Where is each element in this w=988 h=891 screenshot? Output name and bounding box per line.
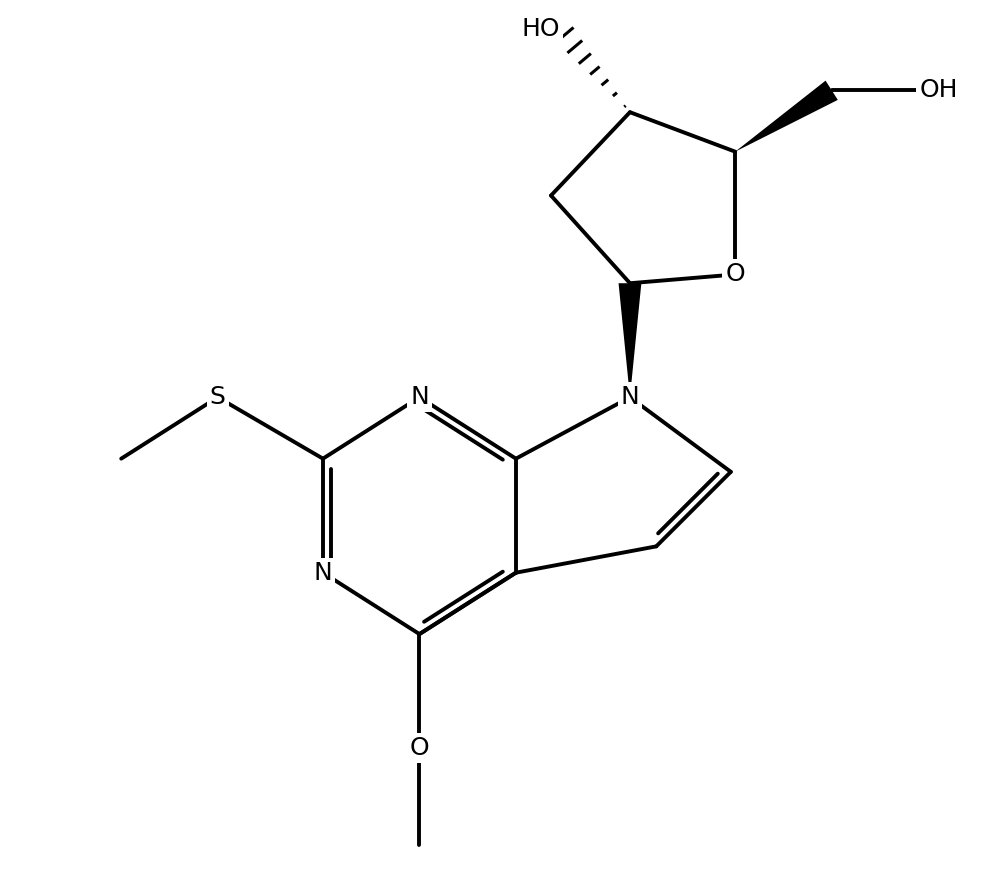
Text: OH: OH (920, 78, 958, 102)
Text: N: N (620, 385, 639, 409)
Text: N: N (410, 385, 429, 409)
Text: O: O (725, 263, 745, 287)
Polygon shape (735, 81, 838, 151)
Polygon shape (618, 283, 641, 397)
Text: S: S (209, 385, 225, 409)
Text: N: N (313, 560, 332, 584)
Text: HO: HO (522, 17, 560, 41)
Text: O: O (410, 736, 429, 760)
